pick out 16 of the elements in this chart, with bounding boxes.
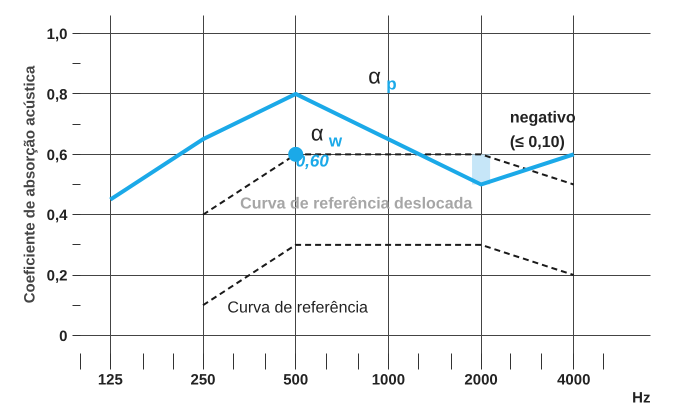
x-tick-label: 125 — [98, 372, 123, 388]
y-tick-label: 1,0 — [46, 26, 68, 44]
x-tick-label: 500 — [283, 372, 308, 388]
x-tick-label: 250 — [190, 372, 216, 388]
y-tick-label: 0,4 — [46, 207, 68, 224]
annotation: (≤ 0,10) — [510, 134, 565, 151]
x-tick-label: 2000 — [464, 372, 498, 388]
x-tick-label: 1000 — [372, 372, 406, 388]
y-axis-title: Coeficiente de absorção acústica — [22, 65, 39, 304]
annotation: Curva de referência — [227, 300, 368, 317]
x-tick-label: 4000 — [557, 372, 590, 388]
x-axis-title: Hz — [632, 390, 651, 406]
y-tick-label: 0,8 — [46, 86, 68, 104]
y-tick-label: 0,2 — [46, 268, 68, 285]
y-tick-label: 0,6 — [46, 146, 68, 164]
y-tick-label: 0 — [59, 328, 68, 345]
